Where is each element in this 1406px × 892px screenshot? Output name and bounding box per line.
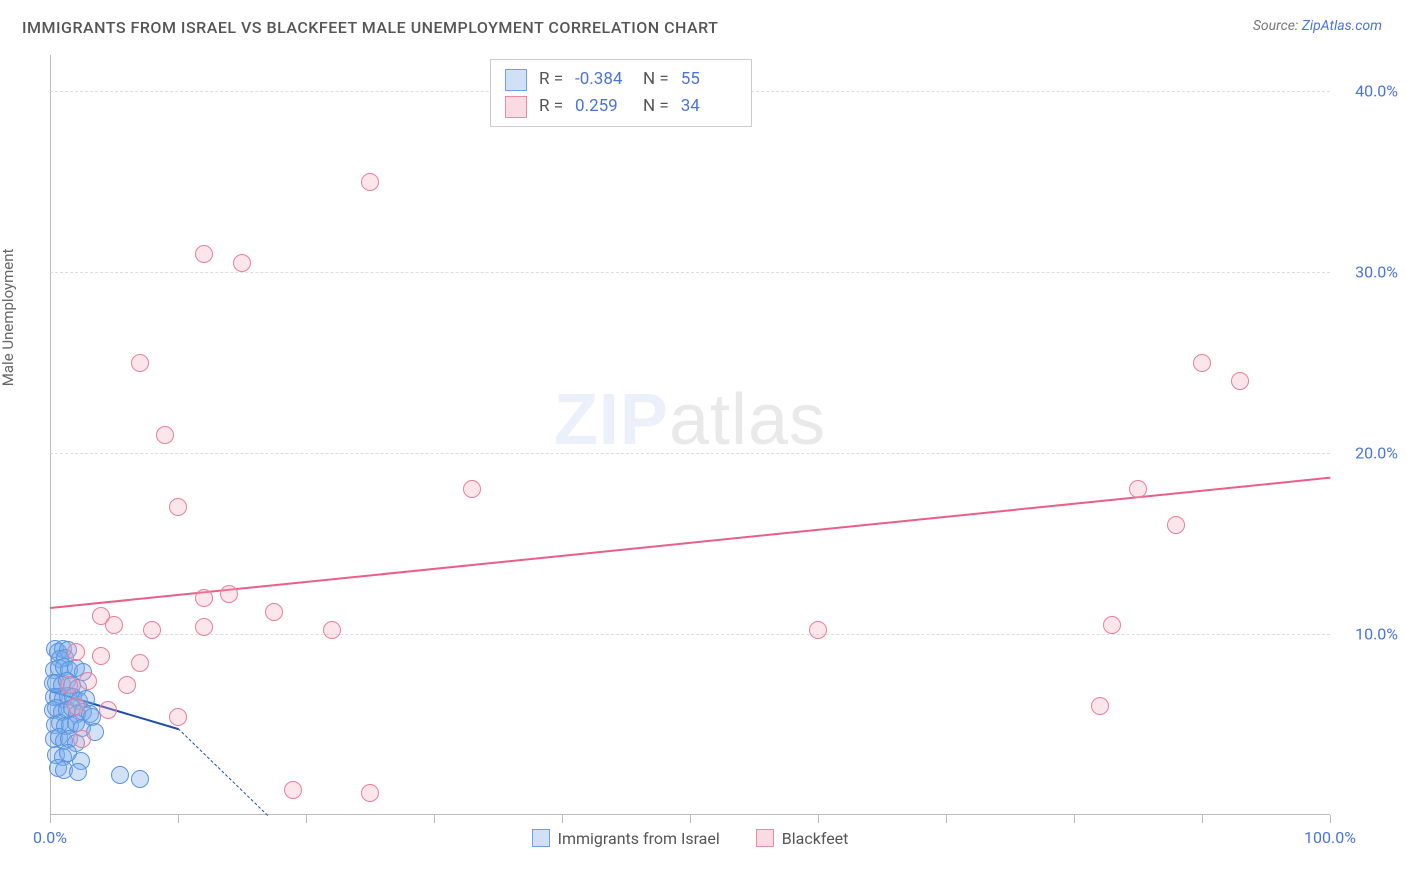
gridline-h xyxy=(50,272,1330,273)
data-point xyxy=(195,618,213,636)
y-tick-label: 40.0% xyxy=(1355,82,1398,101)
x-tick-label: 100.0% xyxy=(1304,828,1356,847)
data-point xyxy=(169,708,187,726)
data-point xyxy=(169,498,187,516)
legend-n-value: 55 xyxy=(681,66,737,93)
data-point xyxy=(809,621,827,639)
chart-title: IMMIGRANTS FROM ISRAEL VS BLACKFEET MALE… xyxy=(22,18,718,37)
legend-r-label: R = xyxy=(539,93,563,120)
x-tick xyxy=(1074,815,1075,823)
x-tick xyxy=(562,815,563,823)
regression-line xyxy=(178,728,268,816)
data-point xyxy=(463,480,481,498)
legend-correlation-row: R = -0.384 N = 55 xyxy=(505,66,737,93)
data-point xyxy=(79,672,97,690)
data-point xyxy=(1129,480,1147,498)
legend-correlation-box: R = -0.384 N = 55 R = 0.259 N = 34 xyxy=(490,59,752,127)
data-point xyxy=(105,616,123,634)
watermark-zip: ZIP xyxy=(554,380,669,460)
x-tick xyxy=(946,815,947,823)
data-point xyxy=(92,647,110,665)
data-point xyxy=(265,603,283,621)
x-tick xyxy=(50,815,51,823)
scatter-plot-area: ZIPatlas R =-0.384N =55R =0.259N =34 Imm… xyxy=(50,55,1330,815)
legend-series-item: Immigrants from Israel xyxy=(532,829,720,848)
data-point xyxy=(99,701,117,719)
data-point xyxy=(1193,354,1211,372)
legend-swatch xyxy=(505,69,527,91)
y-tick-label: 20.0% xyxy=(1355,444,1398,463)
x-tick xyxy=(306,815,307,823)
legend-n-label: N = xyxy=(643,93,669,120)
watermark-atlas: atlas xyxy=(669,380,826,460)
data-point xyxy=(361,173,379,191)
data-point xyxy=(1231,372,1249,390)
legend-swatch xyxy=(756,829,774,847)
data-point xyxy=(73,730,91,748)
source-prefix: Source: xyxy=(1253,18,1302,34)
source-link[interactable]: ZipAtlas.com xyxy=(1302,18,1382,34)
x-tick xyxy=(1330,815,1331,823)
data-point xyxy=(233,254,251,272)
data-point xyxy=(131,654,149,672)
source-attribution: Source: ZipAtlas.com xyxy=(1253,18,1382,34)
legend-series: Immigrants from Israel Blackfeet xyxy=(50,829,1330,852)
legend-n-value: 34 xyxy=(681,93,737,120)
legend-series-label: Immigrants from Israel xyxy=(558,829,720,848)
data-point xyxy=(111,766,129,784)
legend-r-label: R = xyxy=(539,66,563,93)
legend-swatch xyxy=(532,829,550,847)
gridline-h xyxy=(50,634,1330,635)
x-tick xyxy=(434,815,435,823)
data-point xyxy=(323,621,341,639)
x-tick xyxy=(818,815,819,823)
data-point xyxy=(156,426,174,444)
data-point xyxy=(1167,516,1185,534)
y-tick-label: 30.0% xyxy=(1355,263,1398,282)
data-point xyxy=(1091,697,1109,715)
gridline-h xyxy=(50,453,1330,454)
data-point xyxy=(131,770,149,788)
data-point xyxy=(361,784,379,802)
y-axis-label: Male Unemployment xyxy=(0,249,17,387)
legend-series-item: Blackfeet xyxy=(756,829,849,848)
data-point xyxy=(67,697,85,715)
data-point xyxy=(131,354,149,372)
legend-n-label: N = xyxy=(643,66,669,93)
legend-correlation-row: R = 0.259 N = 34 xyxy=(505,93,737,120)
x-tick xyxy=(178,815,179,823)
legend-r-value: 0.259 xyxy=(575,93,631,120)
data-point xyxy=(1103,616,1121,634)
watermark: ZIPatlas xyxy=(554,379,826,461)
x-tick xyxy=(1202,815,1203,823)
x-tick xyxy=(690,815,691,823)
y-tick-label: 10.0% xyxy=(1355,625,1398,644)
data-point xyxy=(118,676,136,694)
data-point xyxy=(60,676,78,694)
data-point xyxy=(284,781,302,799)
data-point xyxy=(67,643,85,661)
x-tick-label: 0.0% xyxy=(33,828,67,847)
legend-swatch xyxy=(505,96,527,118)
legend-series-label: Blackfeet xyxy=(782,829,849,848)
data-point xyxy=(195,245,213,263)
data-point xyxy=(220,585,238,603)
data-point xyxy=(195,589,213,607)
data-point xyxy=(69,763,87,781)
legend-r-value: -0.384 xyxy=(575,66,631,93)
data-point xyxy=(143,621,161,639)
